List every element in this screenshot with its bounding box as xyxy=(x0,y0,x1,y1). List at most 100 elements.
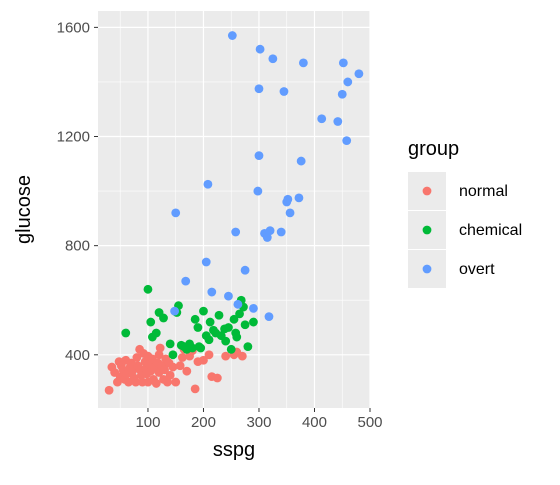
legend-swatch-overt xyxy=(422,264,432,274)
point-overt xyxy=(231,227,241,237)
point-normal xyxy=(237,351,247,361)
point-overt xyxy=(207,287,217,297)
point-overt xyxy=(354,69,364,79)
point-overt xyxy=(171,208,181,218)
point-normal xyxy=(212,373,222,383)
point-normal xyxy=(160,365,170,375)
point-overt xyxy=(264,312,274,321)
legend-label-overt: overt xyxy=(459,261,495,278)
point-chemical xyxy=(190,314,200,324)
y-tick-label: 800 xyxy=(65,238,90,255)
point-overt xyxy=(337,89,347,99)
point-normal xyxy=(182,366,192,376)
point-normal xyxy=(132,353,142,362)
point-overt xyxy=(268,54,278,64)
point-chemical xyxy=(151,328,161,338)
point-chemical xyxy=(165,339,175,349)
point-overt xyxy=(317,114,327,124)
point-chemical xyxy=(240,320,250,330)
point-overt xyxy=(224,291,233,301)
point-overt xyxy=(249,304,258,313)
legend-label-chemical: chemical xyxy=(459,222,522,239)
point-overt xyxy=(240,265,250,275)
x-tick-label: 500 xyxy=(357,414,382,431)
point-normal xyxy=(131,377,141,387)
y-axis-title: glucose xyxy=(13,175,35,244)
point-overt xyxy=(338,58,348,68)
point-overt xyxy=(296,156,306,166)
point-chemical xyxy=(196,343,206,353)
point-overt xyxy=(285,208,295,218)
point-normal xyxy=(199,355,208,365)
point-overt xyxy=(203,179,213,189)
point-chemical xyxy=(224,323,233,332)
legend-label-normal: normal xyxy=(459,183,508,200)
point-overt xyxy=(255,44,265,54)
point-chemical xyxy=(235,309,244,319)
plot-panel xyxy=(98,11,370,408)
point-normal xyxy=(168,362,178,372)
point-overt xyxy=(342,136,352,146)
point-chemical xyxy=(249,317,258,327)
x-tick-label: 200 xyxy=(191,414,216,431)
point-overt xyxy=(253,186,263,196)
point-chemical xyxy=(243,342,253,352)
point-chemical xyxy=(159,313,168,323)
point-overt xyxy=(170,306,180,316)
point-overt xyxy=(201,257,211,267)
point-overt xyxy=(262,233,272,242)
point-overt xyxy=(298,58,308,68)
point-overt xyxy=(181,276,191,286)
legend-swatch-normal xyxy=(422,186,432,196)
point-normal xyxy=(128,366,137,376)
point-normal xyxy=(165,370,175,380)
point-overt xyxy=(254,151,264,161)
point-overt xyxy=(279,87,289,96)
point-normal xyxy=(204,350,214,360)
point-overt xyxy=(276,227,286,237)
point-overt xyxy=(343,77,353,87)
legend-title: group xyxy=(408,138,459,160)
point-overt xyxy=(265,226,275,236)
point-overt xyxy=(254,84,264,94)
x-tick-label: 400 xyxy=(302,414,327,431)
point-normal xyxy=(104,385,114,395)
point-overt xyxy=(333,117,343,126)
point-overt xyxy=(294,193,304,203)
legend-swatch-chemical xyxy=(422,225,432,235)
point-normal xyxy=(155,343,165,353)
point-chemical xyxy=(226,344,236,354)
point-chemical xyxy=(143,284,153,294)
point-normal xyxy=(171,377,181,387)
point-normal xyxy=(221,351,231,361)
point-normal xyxy=(126,358,136,368)
point-normal xyxy=(177,353,187,362)
point-chemical xyxy=(146,317,156,327)
point-chemical xyxy=(121,328,131,338)
x-tick-label: 100 xyxy=(135,414,160,431)
point-chemical xyxy=(221,336,231,346)
point-chemical xyxy=(199,306,208,316)
x-axis-title: sspg xyxy=(213,439,255,461)
y-tick-label: 400 xyxy=(65,347,90,364)
point-chemical xyxy=(229,314,239,324)
point-normal xyxy=(154,350,164,360)
x-tick-label: 300 xyxy=(246,414,271,431)
point-chemical xyxy=(168,350,178,360)
point-normal xyxy=(151,379,161,388)
point-normal xyxy=(175,361,185,371)
point-chemical xyxy=(187,343,197,353)
point-normal xyxy=(190,384,200,394)
y-tick-label: 1200 xyxy=(57,129,90,146)
point-overt xyxy=(227,31,237,40)
point-normal xyxy=(162,377,172,387)
point-chemical xyxy=(193,323,203,332)
point-chemical xyxy=(204,335,214,345)
point-chemical xyxy=(214,310,224,320)
point-overt xyxy=(233,299,243,309)
y-tick-label: 1600 xyxy=(57,19,90,36)
point-chemical xyxy=(232,332,242,342)
point-chemical xyxy=(205,317,215,327)
